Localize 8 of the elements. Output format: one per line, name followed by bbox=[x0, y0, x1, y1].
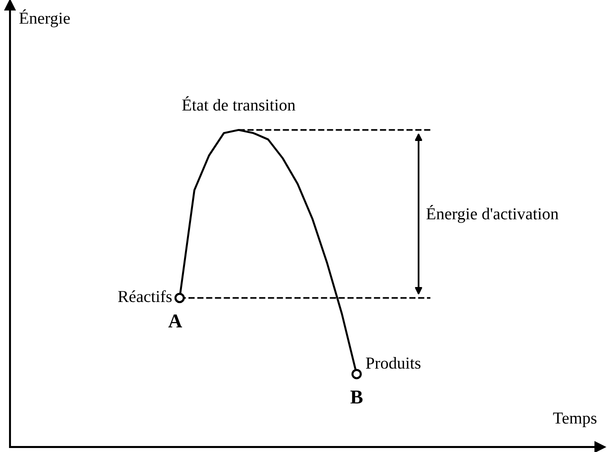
annotation: A bbox=[168, 314, 182, 328]
x-axis-title: Temps bbox=[553, 412, 596, 428]
text: Énergie bbox=[19, 9, 70, 28]
annotation: Produits bbox=[366, 357, 420, 369]
annotation: Énergie d'activation bbox=[426, 205, 558, 223]
annotation: Réactifs bbox=[118, 290, 172, 302]
annotation: B bbox=[350, 390, 363, 404]
text: État de transition bbox=[182, 96, 296, 111]
